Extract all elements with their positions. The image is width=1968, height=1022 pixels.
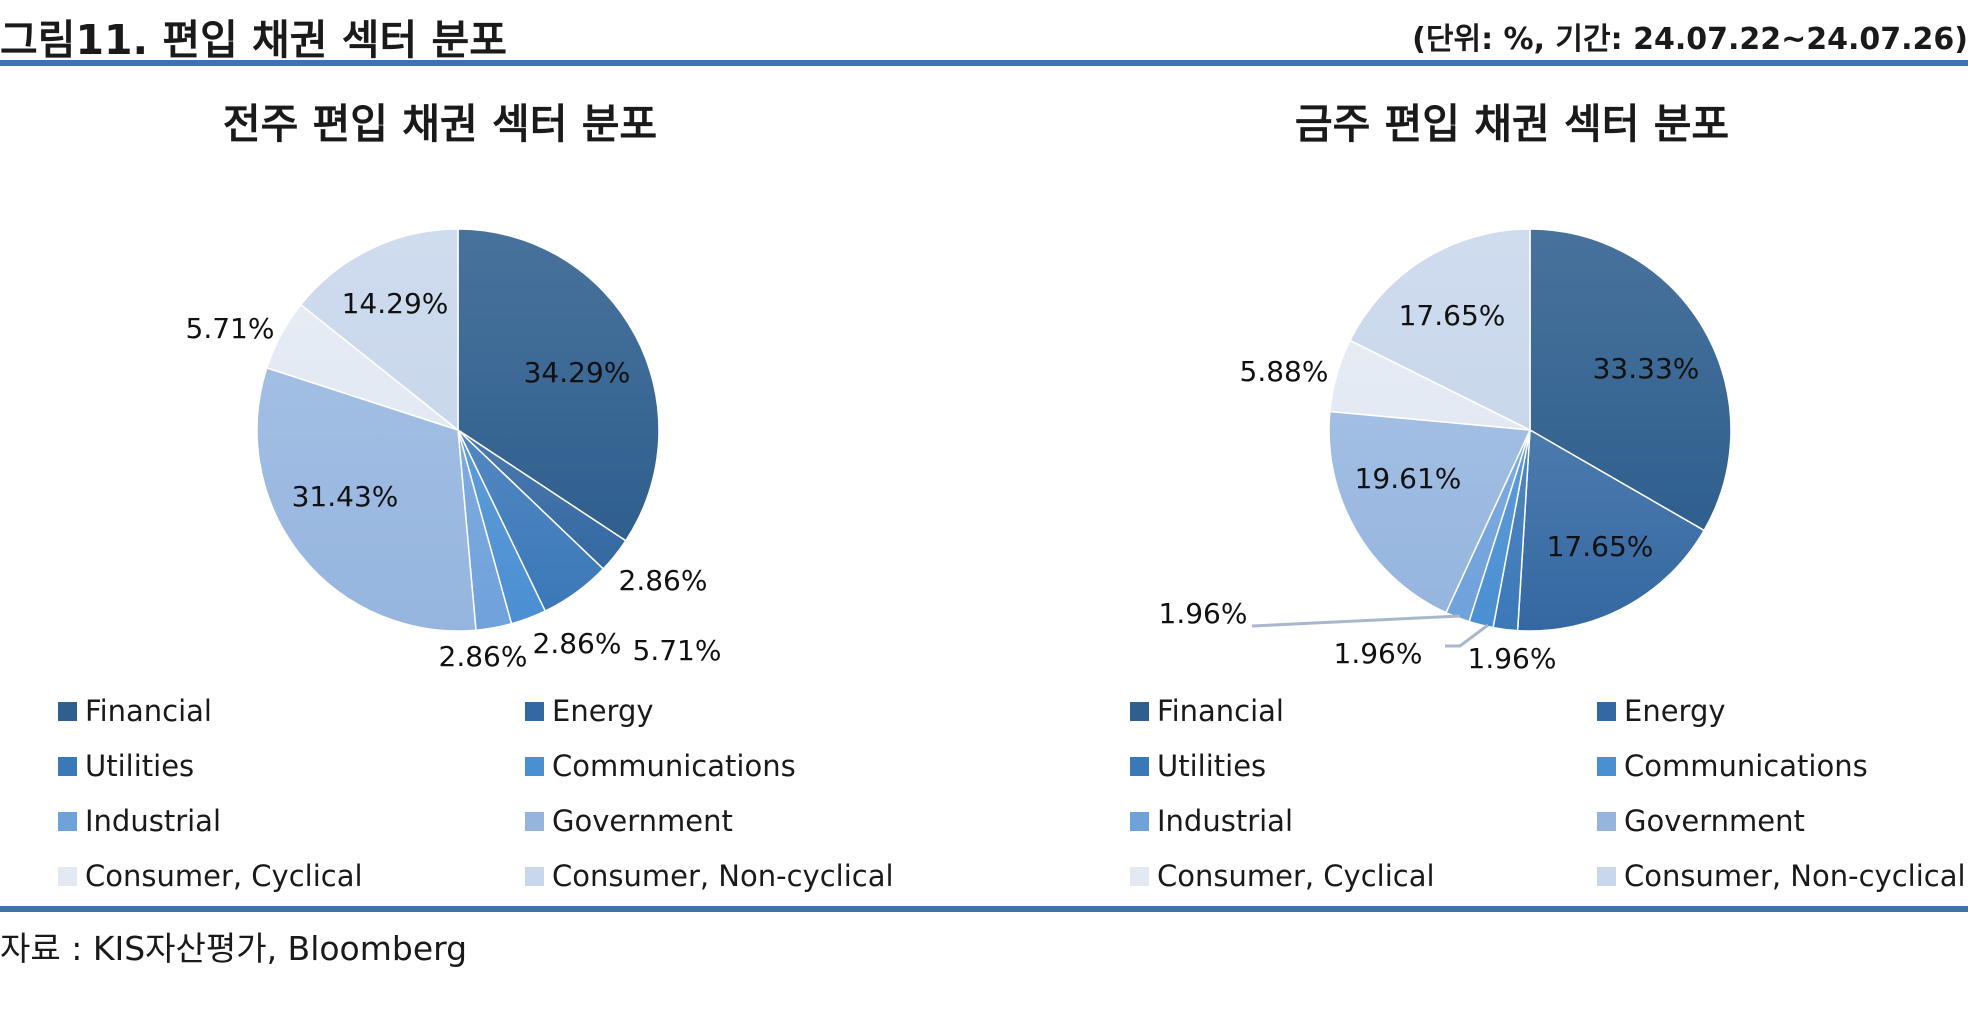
legend-label: Consumer, Cyclical [85,859,363,893]
legend-swatch [1130,811,1149,831]
left-legend-item: Government [525,804,733,838]
right-data-label: 1.96% [1159,597,1248,630]
right-data-label: 1.96% [1334,637,1423,670]
right-data-label: 19.61% [1355,462,1462,495]
right-data-label: 17.65% [1547,530,1654,563]
right-data-label: 17.65% [1399,299,1506,332]
legend-swatch [1597,811,1616,831]
left-legend-item: Industrial [58,804,221,838]
legend-swatch [525,811,544,831]
source-note: 자료 : KIS자산평가, Bloomberg [0,929,468,968]
right-slice-financial [1529,228,1732,532]
legend-swatch [58,811,77,831]
left-legend-item: Financial [58,694,212,728]
left-legend-item: Communications [525,749,796,783]
legend-label: Communications [1624,749,1868,783]
legend-swatch [525,701,544,721]
legend-label: Communications [552,749,796,783]
legend-swatch [1130,701,1149,721]
legend-label: Utilities [85,749,195,783]
legend-label: Industrial [85,804,222,838]
legend-label: Industrial [1157,804,1294,838]
left-data-label: 2.86% [619,564,708,597]
left-data-label: 14.29% [342,287,449,320]
legend-swatch [1130,756,1149,776]
unit-note: (단위: %, 기간: 24.07.22~24.07.26) [1412,22,1968,57]
right-pie [1328,228,1732,632]
legend-label: Consumer, Cyclical [1157,859,1435,893]
right-chart-title: 금주 편입 채권 섹터 분포 [1294,100,1730,148]
legend-swatch [1597,756,1616,776]
left-data-label: 5.71% [633,634,722,667]
right-leader-line [1251,614,1461,628]
right-legend-item: Government [1597,804,1805,838]
legend-label: Financial [85,694,212,728]
right-legend-item: Utilities [1130,749,1266,783]
right-data-label: 33.33% [1593,352,1700,385]
left-pie [256,228,660,632]
right-legend-item: Energy [1597,694,1726,728]
left-data-label: 31.43% [292,480,399,513]
legend-label: Energy [552,694,654,728]
legend-label: Consumer, Non-cyclical [1624,859,1966,893]
left-slice-government [256,366,477,632]
legend-label: Government [552,804,733,838]
legend-swatch [1130,866,1149,886]
right-slice-government [1328,410,1532,614]
figure-title: 그림11. 편입 채권 섹터 분포 [0,16,507,64]
left-data-label: 2.86% [439,640,528,673]
legend-label: Consumer, Non-cyclical [552,859,894,893]
legend-swatch [58,866,77,886]
left-data-label: 2.86% [533,627,622,660]
left-legend-item: Consumer, Cyclical [58,859,363,893]
legend-label: Utilities [1157,749,1267,783]
legend-label: Financial [1157,694,1284,728]
right-legend-item: Communications [1597,749,1868,783]
legend-swatch [525,756,544,776]
header-rule [0,60,1968,66]
legend-label: Government [1624,804,1805,838]
right-legend-item: Industrial [1130,804,1293,838]
legend-swatch [58,756,77,776]
legend-swatch [1597,866,1616,886]
right-legend-item: Consumer, Cyclical [1130,859,1435,893]
right-legend-item: Financial [1130,694,1284,728]
left-chart-title: 전주 편입 채권 섹터 분포 [222,100,658,148]
right-data-label: 5.88% [1240,355,1329,388]
right-legend-item: Consumer, Non-cyclical [1597,859,1966,893]
left-legend-item: Consumer, Non-cyclical [525,859,894,893]
legend-swatch [1597,701,1616,721]
legend-label: Energy [1624,694,1726,728]
right-slice-consumer-non-cyclical [1349,228,1531,432]
left-data-label: 34.29% [524,356,631,389]
left-legend-item: Energy [525,694,654,728]
footer-rule [0,906,1968,912]
right-data-label: 1.96% [1468,642,1557,675]
legend-swatch [525,866,544,886]
left-legend-item: Utilities [58,749,194,783]
left-data-label: 5.71% [186,312,275,345]
right-slice-energy [1516,428,1706,632]
legend-swatch [58,701,77,721]
right-leader-line [1445,623,1489,648]
left-slice-consumer-non-cyclical [299,228,459,432]
